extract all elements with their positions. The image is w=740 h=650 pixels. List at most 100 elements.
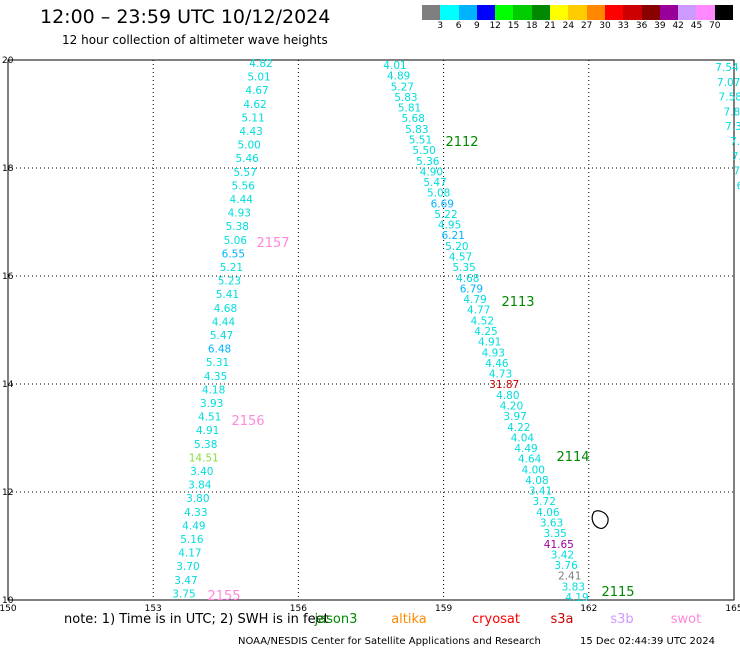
wave-height-value: 5.47 xyxy=(210,330,233,342)
colorbar-swatch xyxy=(513,5,532,20)
colorbar-label: 70 xyxy=(709,21,721,31)
wave-height-value: 4.67 xyxy=(245,85,268,97)
track-number-label: 2155 xyxy=(207,589,240,604)
colorbar-label: 45 xyxy=(690,21,703,31)
colorbar-swatch xyxy=(623,5,642,20)
wave-height-value: 31.87 xyxy=(489,379,519,391)
lon-tick-label: 156 xyxy=(290,604,307,614)
wave-height-value: 7.54 xyxy=(715,62,739,74)
colorbar-label: 18 xyxy=(526,21,538,31)
wave-height-value: 3.80 xyxy=(186,493,209,505)
wave-height-value: 5.57 xyxy=(234,167,257,179)
wave-height-value: 6.55 xyxy=(222,248,245,260)
satellite-legend-s3b: s3b xyxy=(610,612,634,627)
wave-height-value: 5.51 xyxy=(409,134,432,146)
wave-height-value: 5.21 xyxy=(220,262,243,274)
colorbar-swatch xyxy=(440,5,459,20)
lon-tick-label: 162 xyxy=(580,604,597,614)
wave-height-value: 4.49 xyxy=(182,520,205,532)
timestamp: 15 Dec 02:44:39 UTC 2024 xyxy=(580,636,715,647)
colorbar-label: 39 xyxy=(654,21,666,31)
wave-height-value: 4.90 xyxy=(420,166,443,178)
map-grid xyxy=(7,59,735,601)
wave-height-value: 4.19 xyxy=(565,592,588,604)
colorbar-swatch xyxy=(678,5,697,20)
wave-height-value: 14.51 xyxy=(189,452,219,464)
wave-height-value: 4.57 xyxy=(449,252,472,264)
wave-height-value: 3.72 xyxy=(533,496,556,508)
colorbar-swatch xyxy=(659,5,679,20)
wave-height-value: 6 xyxy=(737,180,740,192)
wave-height-value: 6.21 xyxy=(442,230,465,242)
colorbar-swatch xyxy=(696,5,715,20)
lon-tick-label: 150 xyxy=(0,604,17,614)
lon-tick-label: 153 xyxy=(145,604,162,614)
wave-height-value: 5.81 xyxy=(398,103,421,115)
track-number-label: 2157 xyxy=(256,236,289,251)
colorbar-label: 6 xyxy=(455,21,462,31)
wave-height-value: 4.93 xyxy=(228,208,251,220)
wave-height-value: 3.42 xyxy=(551,549,574,561)
wave-height-value: 6.79 xyxy=(460,283,483,295)
track-number-label: 2114 xyxy=(556,450,589,465)
lat-tick-label: 14 xyxy=(2,380,14,390)
wave-height-value: 5.16 xyxy=(180,534,204,546)
map-title: 12:00 – 23:59 UTC 10/12/2024 xyxy=(40,6,331,28)
wave-height-value: 4.01 xyxy=(383,60,406,72)
lat-tick-label: 16 xyxy=(2,272,14,282)
wave-height-value: 4.64 xyxy=(518,454,542,466)
wave-height-value: 7.07 xyxy=(717,77,740,89)
wave-height-value: 5.22 xyxy=(434,209,457,221)
wave-height-value: 5.38 xyxy=(194,439,217,451)
colorbar-swatch xyxy=(476,5,496,20)
wave-height-value: 5.27 xyxy=(391,81,414,93)
wave-height-colorbar xyxy=(422,5,734,20)
colorbar-swatch xyxy=(604,5,624,20)
colorbar-label: 36 xyxy=(635,21,648,31)
wave-height-value: 4.04 xyxy=(511,432,535,444)
wave-height-value: 3.40 xyxy=(190,466,213,478)
colorbar-swatch xyxy=(714,5,734,20)
island-outline xyxy=(591,510,609,529)
map-frame xyxy=(7,59,735,601)
colorbar-swatch xyxy=(495,5,514,20)
wave-height-value: 4.68 xyxy=(456,273,479,285)
wave-height-value: 3.97 xyxy=(503,411,526,423)
wave-height-value: 4.49 xyxy=(514,443,537,455)
wave-height-value: 5.06 xyxy=(224,235,248,247)
wave-height-value: 2.41 xyxy=(558,571,581,583)
wave-height-value: 6.48 xyxy=(208,344,231,356)
lat-tick-label: 12 xyxy=(2,488,13,498)
colorbar-swatch xyxy=(586,5,605,20)
wave-height-value: 4.08 xyxy=(525,475,548,487)
satellite-legend-jason3: jason3 xyxy=(314,612,358,627)
wave-height-value: 4.51 xyxy=(198,412,221,424)
wave-height-value: 7. xyxy=(733,166,740,178)
wave-height-value: 41.65 xyxy=(544,539,574,551)
wave-height-value: 3.41 xyxy=(529,486,552,498)
footnote: note: 1) Time is in UTC; 2) SWH is in fe… xyxy=(64,612,329,627)
wave-height-value: 7.8 xyxy=(724,106,740,118)
wave-height-value: 3.83 xyxy=(562,581,585,593)
wave-height-value: 4.22 xyxy=(507,422,530,434)
colorbar-label: 21 xyxy=(544,21,556,31)
colorbar-label: 42 xyxy=(672,21,684,31)
wave-height-value: 3.70 xyxy=(176,561,199,573)
wave-height-value: 5.08 xyxy=(427,188,450,200)
colorbar-label: 27 xyxy=(580,21,593,31)
colorbar-label: 15 xyxy=(507,21,520,31)
wave-height-value: 7. xyxy=(732,151,740,163)
wave-height-value: 6.69 xyxy=(431,198,454,210)
wave-height-value: 4.80 xyxy=(496,390,519,402)
wave-height-value: 4.93 xyxy=(482,347,505,359)
wave-height-value: 5.56 xyxy=(232,180,256,192)
wave-height-value: 4.77 xyxy=(467,305,490,317)
satellite-legend-altika: altika xyxy=(391,612,427,627)
track-number-label: 2115 xyxy=(601,585,634,600)
wave-height-value: 4.43 xyxy=(239,126,262,138)
wave-height-value: 4.06 xyxy=(536,507,560,519)
colorbar-swatch xyxy=(531,5,551,20)
wave-height-value: 4.82 xyxy=(249,58,272,70)
wave-height-value: 4.62 xyxy=(243,99,266,111)
